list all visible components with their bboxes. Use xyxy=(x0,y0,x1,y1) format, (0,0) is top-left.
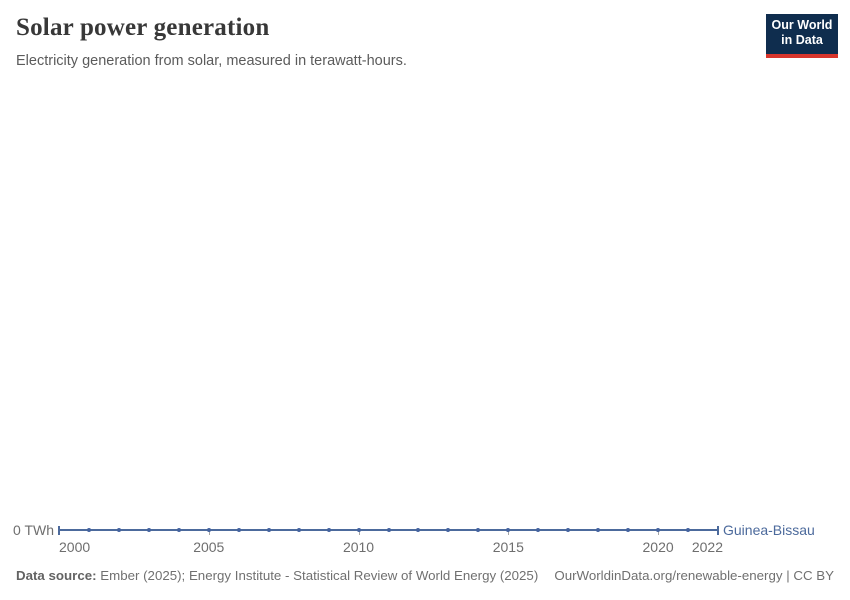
x-axis-tick xyxy=(209,531,210,535)
x-tick-label: 2015 xyxy=(492,539,524,555)
data-source-note: Data source: Ember (2025); Energy Instit… xyxy=(16,568,538,583)
data-point[interactable] xyxy=(86,528,91,532)
series-end-marker[interactable] xyxy=(58,525,60,535)
series-end-marker[interactable] xyxy=(717,525,719,535)
data-point[interactable] xyxy=(386,528,391,532)
data-point[interactable] xyxy=(146,528,151,532)
owid-logo[interactable]: Our World in Data xyxy=(766,14,838,58)
data-point[interactable] xyxy=(566,528,571,532)
x-axis-tick xyxy=(359,531,360,535)
y-axis-zero-label: 0 TWh xyxy=(13,522,54,538)
x-axis-tick xyxy=(658,531,659,535)
data-point[interactable] xyxy=(446,528,451,532)
x-tick-label: 2020 xyxy=(642,539,674,555)
owid-logo-line2: in Data xyxy=(781,33,823,47)
data-point[interactable] xyxy=(356,528,361,532)
data-point[interactable] xyxy=(236,528,241,532)
data-point[interactable] xyxy=(506,528,511,532)
data-point[interactable] xyxy=(206,528,211,532)
x-tick-label: 2010 xyxy=(342,539,375,555)
entity-label[interactable]: Guinea-Bissau xyxy=(723,522,815,538)
data-point[interactable] xyxy=(176,528,181,532)
data-point[interactable] xyxy=(326,528,331,532)
data-point[interactable] xyxy=(596,528,601,532)
data-point[interactable] xyxy=(476,528,481,532)
attribution-link[interactable]: OurWorldinData.org/renewable-energy | CC… xyxy=(554,568,834,583)
data-source-label: Data source: xyxy=(16,568,97,583)
data-point[interactable] xyxy=(656,528,661,532)
owid-logo-line1: Our World xyxy=(771,18,833,32)
chart-title: Solar power generation xyxy=(16,14,270,41)
x-tick-label: 2005 xyxy=(193,539,225,555)
data-point[interactable] xyxy=(536,528,541,532)
data-point[interactable] xyxy=(116,528,121,532)
x-tick-label: 2000 xyxy=(59,539,91,555)
data-point[interactable] xyxy=(626,528,631,532)
data-point[interactable] xyxy=(416,528,421,532)
data-source-text: Ember (2025); Energy Institute - Statist… xyxy=(96,568,539,583)
x-tick-label: 2022 xyxy=(691,539,723,555)
data-point[interactable] xyxy=(266,528,271,532)
data-point[interactable] xyxy=(296,528,301,532)
data-point[interactable] xyxy=(686,528,691,532)
x-axis-tick xyxy=(508,531,509,535)
chart-subtitle: Electricity generation from solar, measu… xyxy=(16,53,407,69)
